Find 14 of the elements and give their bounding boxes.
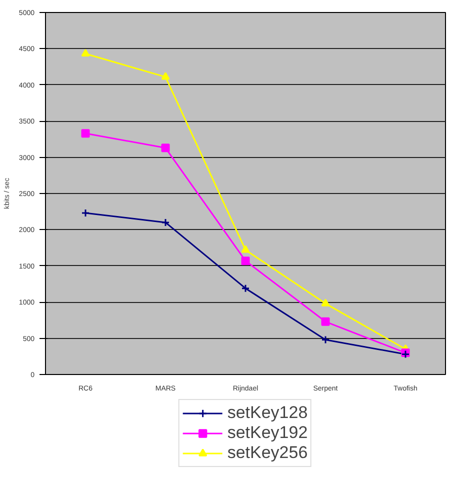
- point: [81, 48, 90, 57]
- point: [241, 245, 250, 253]
- point: [161, 72, 170, 80]
- legend-label: setKey256: [227, 443, 308, 463]
- point: [161, 218, 170, 227]
- legend-label: setKey192: [227, 423, 308, 443]
- point: [161, 144, 170, 152]
- point: [81, 129, 90, 138]
- point: [321, 336, 330, 344]
- legend-label: setKey128: [227, 403, 308, 423]
- point: [241, 284, 250, 293]
- point: [321, 298, 330, 306]
- point: [321, 317, 330, 326]
- point: [241, 256, 250, 266]
